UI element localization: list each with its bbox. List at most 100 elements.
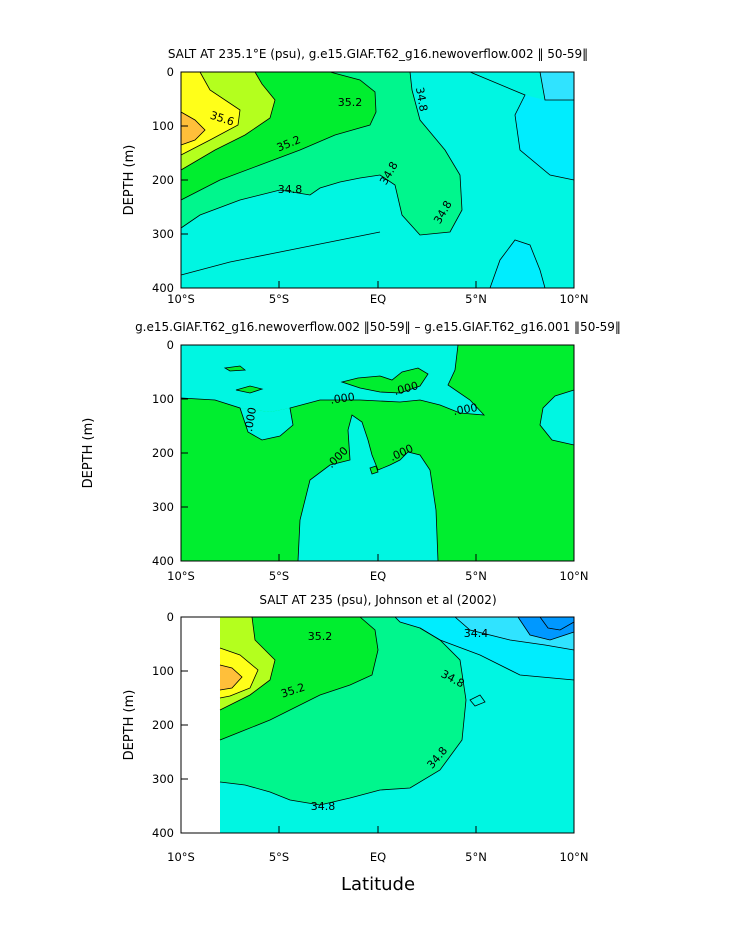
panel-1-deep-cyan-region <box>490 240 545 288</box>
panel-2-x-tick-label: 10°S <box>167 569 195 583</box>
panel-2-deep-aqua-region <box>298 415 438 561</box>
panel-2-y-tick-label: 400 <box>152 554 174 568</box>
panel-1-x-ticks: 10°S 5°S EQ 5°N 10°N <box>167 281 589 306</box>
panel-2-x-tick-label: EQ <box>370 569 386 583</box>
panel-2-contour-line <box>369 465 379 475</box>
panel-2-contour-line <box>235 385 264 394</box>
panel-1-contour-line <box>180 71 276 171</box>
panel-3-contour-line <box>219 616 276 711</box>
panel-1-fills <box>181 72 574 288</box>
panel-3-contour-label: 34.4 <box>464 627 489 640</box>
panel-3-y-ticks: 0 100 200 300 400 <box>152 610 188 840</box>
panel-3-contour-line <box>419 627 575 681</box>
panel-3-y-tick-label: 100 <box>152 664 174 678</box>
panel-3-contour-line <box>219 664 243 691</box>
panel-2: g.e15.GIAF.T62_g16.newoverflow.002 ‖50-5… <box>81 320 621 583</box>
panel-2-small-green-blob <box>225 366 245 371</box>
panel-2-contour-line <box>180 344 485 441</box>
panel-2-upper-aqua-region <box>181 345 484 415</box>
panel-3-contour-line <box>219 616 379 741</box>
panel-1-contour-line <box>489 239 546 289</box>
panel-1-y-tick-label: 400 <box>152 281 174 295</box>
panel-2-contour-label: .000 <box>393 379 420 398</box>
panel-2-y-ticks: 0 100 200 300 400 <box>152 338 188 568</box>
panel-1-y-tick-label: 200 <box>152 173 174 187</box>
panel-1-contour-line <box>180 71 377 201</box>
panel-1-contour-label: 34.8 <box>413 86 430 112</box>
panel-3-contour-line <box>539 616 575 631</box>
panel-1-x-tick-label: 10°N <box>560 292 589 306</box>
panel-3-contour-line <box>517 616 575 641</box>
panel-1-x-tick-label: 10°S <box>167 292 195 306</box>
panel-2-aqua-lobe <box>240 408 293 440</box>
panel-3-x-tick-label: 10°N <box>560 850 589 864</box>
panel-1-contour-line <box>539 71 574 101</box>
panel-1-y-tick-label: 0 <box>167 65 174 79</box>
panel-2-y-axis-label: DEPTH (m) <box>81 418 96 489</box>
panel-1-title: SALT AT 235.1°E (psu), g.e15.GIAF.T62_g1… <box>168 47 588 61</box>
panel-1-contour-line <box>180 71 241 156</box>
panel-1-x-tick-label: 5°S <box>269 292 289 306</box>
panel-1-contours <box>180 71 575 289</box>
panel-2-y-tick-label: 300 <box>152 500 174 514</box>
panel-3-x-ticks: 10°S 5°S EQ 5°N 10°N <box>167 826 589 864</box>
panel-2-y-tick-label: 200 <box>152 446 174 460</box>
panel-3-contour-label: 34.8 <box>311 800 336 813</box>
panel-3-contour-line <box>469 694 486 707</box>
panel-1-contour-line <box>180 111 206 146</box>
panel-1-contour-line <box>180 231 381 276</box>
panel-2-contour-line <box>539 389 575 446</box>
panel-3-x-tick-label: EQ <box>370 850 386 864</box>
panel-1-contour-line <box>180 71 463 236</box>
panel-3-title: SALT AT 235 (psu), Johnson et al (2002) <box>259 593 496 607</box>
panel-3-orange-region <box>220 665 242 690</box>
panel-2-title: g.e15.GIAF.T62_g16.newoverflow.002 ‖50-5… <box>135 320 621 334</box>
panel-3-x-tick-label: 10°S <box>167 850 195 864</box>
panel-2-y-tick-label: 0 <box>167 338 174 352</box>
panel-2-x-tick-label: 10°N <box>560 569 589 583</box>
panel-3-blue-region <box>518 617 574 640</box>
panel-2-contour-label: .000 <box>329 390 355 406</box>
panel-2-green-lens <box>342 368 428 393</box>
panel-2-x-tick-label: 5°N <box>465 569 487 583</box>
panel-3-y-axis-label: DEPTH (m) <box>122 690 137 761</box>
panel-2-right-aqua-region <box>540 390 574 445</box>
panel-1-orange-region <box>181 112 205 145</box>
panel-2-contours <box>180 344 575 562</box>
panel-2-contour-label: .000 <box>452 401 478 418</box>
panel-2-x-tick-label: 5°S <box>269 569 289 583</box>
x-axis-label: Latitude <box>341 874 415 895</box>
panel-1-contour-label: 35.2 <box>338 96 363 109</box>
panel-1-y-tick-label: 300 <box>152 227 174 241</box>
panel-3-contour-line <box>219 647 259 699</box>
panel-1-y-ticks: 0 100 200 300 400 <box>152 65 188 295</box>
panel-2-x-ticks: 10°S 5°S EQ 5°N 10°N <box>167 554 589 583</box>
panel-3-y-tick-label: 300 <box>152 772 174 786</box>
panel-1-y-axis-label: DEPTH (m) <box>122 145 137 216</box>
panel-3-x-tick-label: 5°N <box>465 850 487 864</box>
panel-3-y-tick-label: 400 <box>152 826 174 840</box>
panel-1: SALT AT 235.1°E (psu), g.e15.GIAF.T62_g1… <box>122 47 589 306</box>
panel-1-contour-label: 34.8 <box>278 183 303 196</box>
panel-1-cyan-region <box>470 72 574 180</box>
panel-3-y-tick-label: 200 <box>152 718 174 732</box>
panel-1-lightblue-region <box>540 72 574 100</box>
panel-2-contour-line <box>223 365 247 372</box>
panel-3-contour-line <box>454 616 575 651</box>
panel-2-fills <box>181 345 574 561</box>
panel-2-contour-line <box>297 414 439 562</box>
panel-1-contour-line <box>469 71 575 181</box>
panel-2-small-green-blob <box>370 466 378 474</box>
panel-2-contour-label: .000 <box>242 406 259 432</box>
panel-2-y-tick-label: 100 <box>152 392 174 406</box>
panel-1-y-tick-label: 100 <box>152 119 174 133</box>
panel-1-x-tick-label: 5°N <box>465 292 487 306</box>
panel-3: SALT AT 235 (psu), Johnson et al (2002) <box>122 593 589 895</box>
panel-2-contour-line <box>340 367 429 394</box>
panel-3-contours <box>219 616 575 806</box>
panel-1-x-tick-label: EQ <box>370 292 386 306</box>
panel-3-y-tick-label: 0 <box>167 610 174 624</box>
panel-3-contour-label: 35.2 <box>308 630 333 643</box>
panel-3-fills <box>220 617 574 833</box>
